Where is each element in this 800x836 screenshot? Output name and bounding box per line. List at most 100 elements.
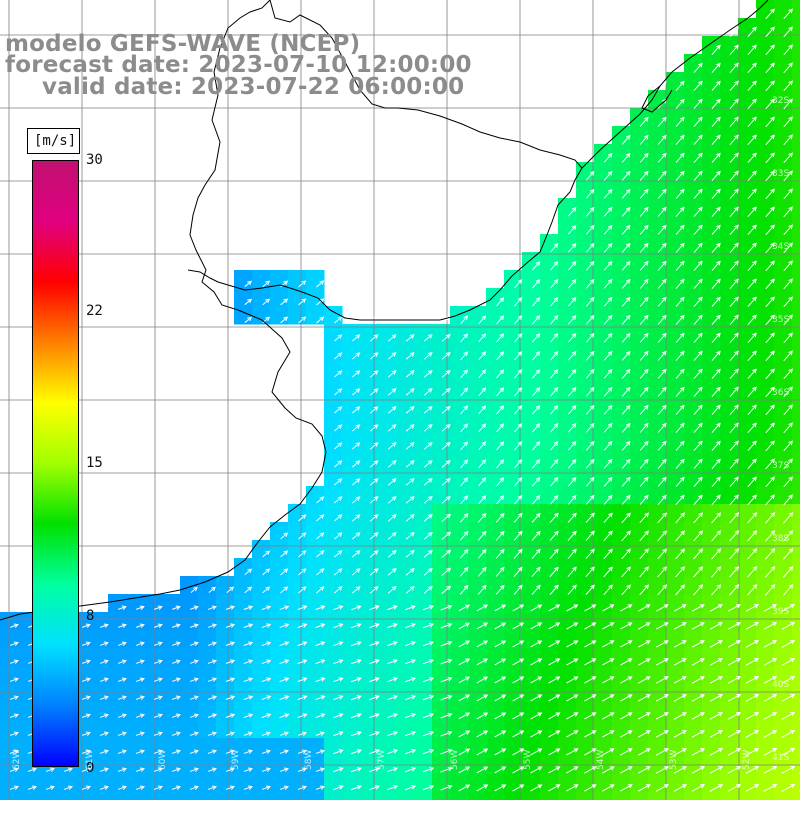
wind-speed-cell <box>630 216 649 235</box>
wind-speed-cell <box>270 540 289 559</box>
wind-speed-cell <box>360 396 379 415</box>
wind-speed-cell <box>756 216 775 235</box>
wind-speed-cell <box>612 630 631 649</box>
wind-speed-cell <box>774 198 793 217</box>
wind-speed-cell <box>792 486 800 505</box>
wind-speed-cell <box>594 180 613 199</box>
wind-speed-cell <box>648 396 667 415</box>
wind-speed-cell <box>486 702 505 721</box>
wind-speed-cell <box>612 792 631 800</box>
wind-speed-cell <box>774 342 793 361</box>
wind-speed-cell <box>738 468 757 487</box>
wind-speed-cell <box>612 126 631 145</box>
wind-speed-cell <box>342 396 361 415</box>
wind-speed-cell <box>558 414 577 433</box>
wind-speed-cell <box>720 90 739 109</box>
wind-speed-cell <box>702 612 721 631</box>
wind-speed-cell <box>558 612 577 631</box>
wind-speed-cell <box>450 630 469 649</box>
wind-speed-cell <box>342 450 361 469</box>
wind-speed-cell <box>738 54 757 73</box>
wind-speed-cell <box>486 792 505 800</box>
wind-speed-cell <box>720 216 739 235</box>
wind-speed-cell <box>306 648 325 667</box>
wind-speed-cell <box>558 468 577 487</box>
wind-speed-cell <box>738 720 757 739</box>
wind-speed-cell <box>216 576 235 595</box>
wind-speed-cell <box>792 0 800 19</box>
wind-speed-cell <box>756 198 775 217</box>
wind-speed-cell <box>684 792 703 800</box>
longitude-label: 55W <box>523 750 533 770</box>
wind-speed-cell <box>576 774 595 793</box>
wind-speed-cell <box>288 504 307 523</box>
wind-speed-cell <box>594 342 613 361</box>
wind-speed-cell <box>594 216 613 235</box>
wind-speed-cell <box>612 738 631 757</box>
wind-speed-cell <box>558 288 577 307</box>
wind-speed-cell <box>432 522 451 541</box>
wind-speed-cell <box>288 522 307 541</box>
wind-speed-cell <box>522 396 541 415</box>
wind-speed-cell <box>306 522 325 541</box>
wind-speed-cell <box>738 702 757 721</box>
wind-speed-cell <box>432 378 451 397</box>
wind-speed-cell <box>360 504 379 523</box>
wind-speed-cell <box>594 450 613 469</box>
wind-speed-cell <box>792 414 800 433</box>
wind-speed-cell <box>792 450 800 469</box>
wind-speed-cell <box>756 558 775 577</box>
wind-speed-cell <box>792 630 800 649</box>
wind-speed-cell <box>522 450 541 469</box>
wind-speed-cell <box>486 468 505 487</box>
wind-speed-cell <box>612 234 631 253</box>
wind-speed-cell <box>252 594 271 613</box>
wind-speed-cell <box>702 738 721 757</box>
wind-speed-cell <box>432 396 451 415</box>
wind-speed-cell <box>540 774 559 793</box>
wind-speed-cell <box>648 558 667 577</box>
wind-speed-cell <box>522 342 541 361</box>
wind-speed-cell <box>684 288 703 307</box>
wind-speed-cell <box>486 576 505 595</box>
wind-speed-cell <box>756 486 775 505</box>
wind-speed-cell <box>738 774 757 793</box>
wind-speed-cell <box>414 396 433 415</box>
wind-speed-cell <box>612 432 631 451</box>
wind-speed-cell <box>540 648 559 667</box>
wind-speed-cell <box>756 72 775 91</box>
wind-speed-cell <box>72 792 91 800</box>
latitude-label: 40S <box>772 680 789 690</box>
wind-speed-cell <box>288 666 307 685</box>
wind-speed-cell <box>630 108 649 127</box>
wind-speed-cell <box>738 234 757 253</box>
wind-speed-cell <box>594 504 613 523</box>
wind-speed-cell <box>612 684 631 703</box>
colorbar-unit: [m/s] <box>34 133 76 149</box>
wind-speed-cell <box>288 630 307 649</box>
wind-speed-cell <box>522 360 541 379</box>
latitude-label: 34S <box>772 242 789 252</box>
wind-speed-cell <box>270 630 289 649</box>
wind-speed-cell <box>630 198 649 217</box>
wind-speed-cell <box>792 684 800 703</box>
wind-speed-cell <box>648 522 667 541</box>
wind-speed-cell <box>234 594 253 613</box>
wind-speed-cell <box>702 180 721 199</box>
wind-speed-cell <box>702 720 721 739</box>
wind-speed-cell <box>360 432 379 451</box>
wind-speed-cell <box>684 684 703 703</box>
wind-speed-cell <box>540 540 559 559</box>
wind-speed-cell <box>702 774 721 793</box>
wind-speed-cell <box>360 378 379 397</box>
wind-speed-cell <box>792 558 800 577</box>
wind-speed-cell <box>378 504 397 523</box>
wind-speed-cell <box>486 288 505 307</box>
wind-speed-cell <box>666 234 685 253</box>
wind-speed-cell <box>612 576 631 595</box>
wind-speed-cell <box>558 540 577 559</box>
wind-speed-cell <box>774 414 793 433</box>
wind-speed-cell <box>594 378 613 397</box>
wind-speed-cell <box>738 684 757 703</box>
wind-speed-cell <box>756 576 775 595</box>
